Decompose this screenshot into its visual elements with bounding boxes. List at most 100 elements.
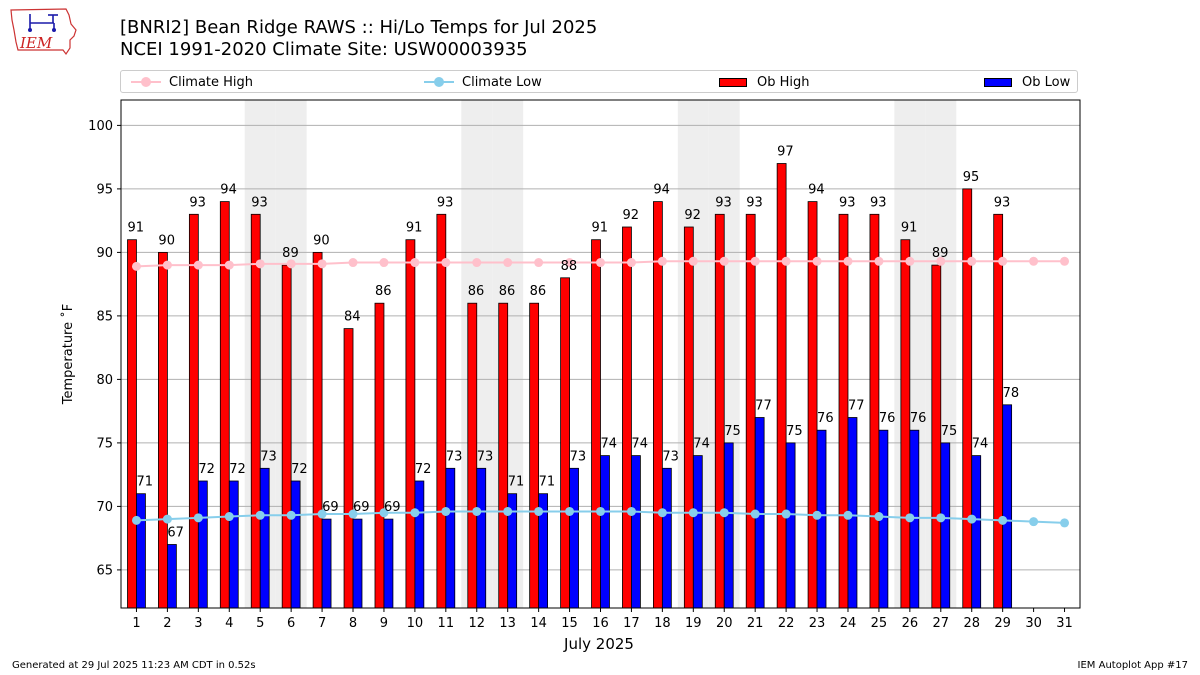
y-tick-label-65: 65 (96, 563, 113, 578)
climate-low-point-22 (781, 509, 791, 519)
ob-high-bar-2 (158, 251, 168, 609)
climate-high-point-24 (843, 256, 853, 266)
ob-low-label-29: 78 (1003, 386, 1020, 401)
climate-low-point-17 (626, 506, 636, 516)
x-tick-label-24: 24 (840, 616, 857, 631)
ob-high-label-15: 88 (561, 259, 578, 274)
ob-high-bar-22 (776, 163, 787, 609)
ob-low-label-21: 77 (755, 399, 772, 414)
ob-low-swatch (984, 77, 1012, 87)
ob-high-label-18: 94 (653, 183, 670, 198)
climate-low-point-21 (750, 509, 760, 519)
bars (127, 163, 1013, 609)
ob-low-bar-2 (167, 544, 177, 609)
climate-low-point-26 (905, 513, 915, 523)
legend-label-ob-low: Ob Low (1022, 74, 1071, 90)
x-tick-label-27: 27 (933, 616, 950, 631)
ob-high-bar-14 (529, 302, 540, 609)
climate-high-swatch (131, 74, 161, 90)
logo-text: IEM (19, 34, 53, 52)
legend-item-ob-high: Ob High (719, 74, 810, 90)
ob-low-label-25: 76 (879, 411, 896, 426)
ob-high-label-19: 92 (684, 208, 701, 223)
ob-low-bar-29 (1002, 404, 1013, 609)
ob-low-label-10: 72 (415, 462, 432, 477)
climate-low-point-7 (317, 509, 327, 519)
x-tick-label-14: 14 (530, 616, 547, 631)
y-tick-label-70: 70 (96, 500, 113, 515)
footer-app: IEM Autoplot App #17 (1077, 660, 1188, 671)
x-tick-label-7: 7 (318, 616, 326, 631)
climate-low-point-11 (441, 506, 451, 516)
climate-low-point-3 (193, 513, 203, 523)
legend-item-climate-high: Climate High (131, 74, 253, 90)
ob-low-bar-15 (569, 467, 579, 609)
ob-high-bar-16 (591, 239, 601, 609)
chart-title: [BNRI2] Bean Ridge RAWS :: Hi/Lo Temps f… (120, 17, 598, 38)
x-axis-label: July 2025 (563, 635, 634, 653)
ob-high-label-8: 84 (344, 310, 361, 325)
ob-low-label-18: 73 (662, 449, 679, 464)
x-tick-label-13: 13 (499, 616, 516, 631)
climate-low-point-12 (472, 506, 482, 516)
ob-low-bar-28 (971, 455, 982, 609)
ob-low-bar-3 (197, 480, 208, 609)
ob-low-bar-1 (136, 493, 146, 609)
legend-label-climate-low: Climate Low (462, 74, 542, 90)
ob-low-label-22: 75 (786, 424, 803, 439)
climate-high-point-13 (503, 258, 513, 268)
ob-low-label-12: 73 (477, 449, 494, 464)
climate-high-point-29 (998, 256, 1008, 266)
climate-low-point-5 (255, 510, 265, 520)
ob-high-label-10: 91 (406, 221, 423, 236)
x-tick-label-17: 17 (623, 616, 640, 631)
ob-low-bar-6 (290, 480, 301, 609)
ob-low-label-20: 75 (724, 424, 741, 439)
climate-low-point-15 (565, 506, 575, 516)
ob-low-label-28: 74 (972, 437, 989, 452)
ob-low-bar-9 (383, 518, 394, 609)
climate-low-point-6 (286, 510, 296, 520)
legend: Climate High Climate Low Ob High Ob Low (120, 70, 1078, 93)
climate-high-point-16 (596, 258, 605, 268)
ob-high-label-29: 93 (994, 195, 1011, 210)
ob-high-bar-21 (745, 213, 756, 609)
climate-low-point-2 (162, 514, 172, 524)
ob-high-label-27: 89 (932, 246, 949, 261)
ob-high-bar-12 (467, 302, 478, 609)
ob-low-label-27: 75 (941, 424, 958, 439)
climate-lines (131, 256, 1070, 528)
ob-low-label-24: 77 (848, 399, 865, 414)
climate-high-point-2 (162, 260, 172, 270)
ob-low-bar-7 (321, 518, 332, 609)
climate-high-point-28 (967, 256, 977, 266)
x-tick-label-16: 16 (592, 616, 609, 631)
x-tick-label-2: 2 (163, 616, 171, 631)
ob-high-label-4: 94 (220, 183, 237, 198)
climate-low-point-18 (657, 508, 667, 518)
climate-high-point-14 (534, 258, 544, 268)
ob-high-label-6: 89 (282, 246, 299, 261)
ob-high-bar-1 (127, 239, 137, 609)
x-tick-label-12: 12 (468, 616, 485, 631)
bar-value-labels: 91 90 93 94 93 89 90 84 86 91 93 86 86 86 88 91 92 94 92 93… (127, 145, 1019, 541)
x-tick-label-6: 6 (287, 616, 295, 631)
x-tick-label-22: 22 (778, 616, 795, 631)
ob-low-bar-27 (940, 442, 951, 609)
ob-high-label-12: 86 (468, 284, 485, 299)
ob-high-bar-8 (343, 328, 354, 609)
climate-low-point-8 (348, 509, 358, 519)
climate-low-point-31 (1060, 518, 1070, 528)
ob-high-label-9: 86 (375, 284, 392, 299)
climate-high-point-23 (812, 256, 822, 266)
y-tick-label-80: 80 (96, 373, 113, 388)
climate-high-point-3 (193, 260, 203, 270)
climate-low-point-19 (688, 508, 698, 518)
ob-low-label-4: 72 (229, 462, 246, 477)
ob-low-label-11: 73 (446, 449, 463, 464)
x-tick-label-10: 10 (407, 616, 424, 631)
ob-high-bar-3 (188, 213, 199, 609)
ob-low-label-1: 71 (136, 475, 153, 490)
climate-low-point-9 (379, 508, 389, 518)
ob-high-label-22: 97 (777, 145, 794, 160)
